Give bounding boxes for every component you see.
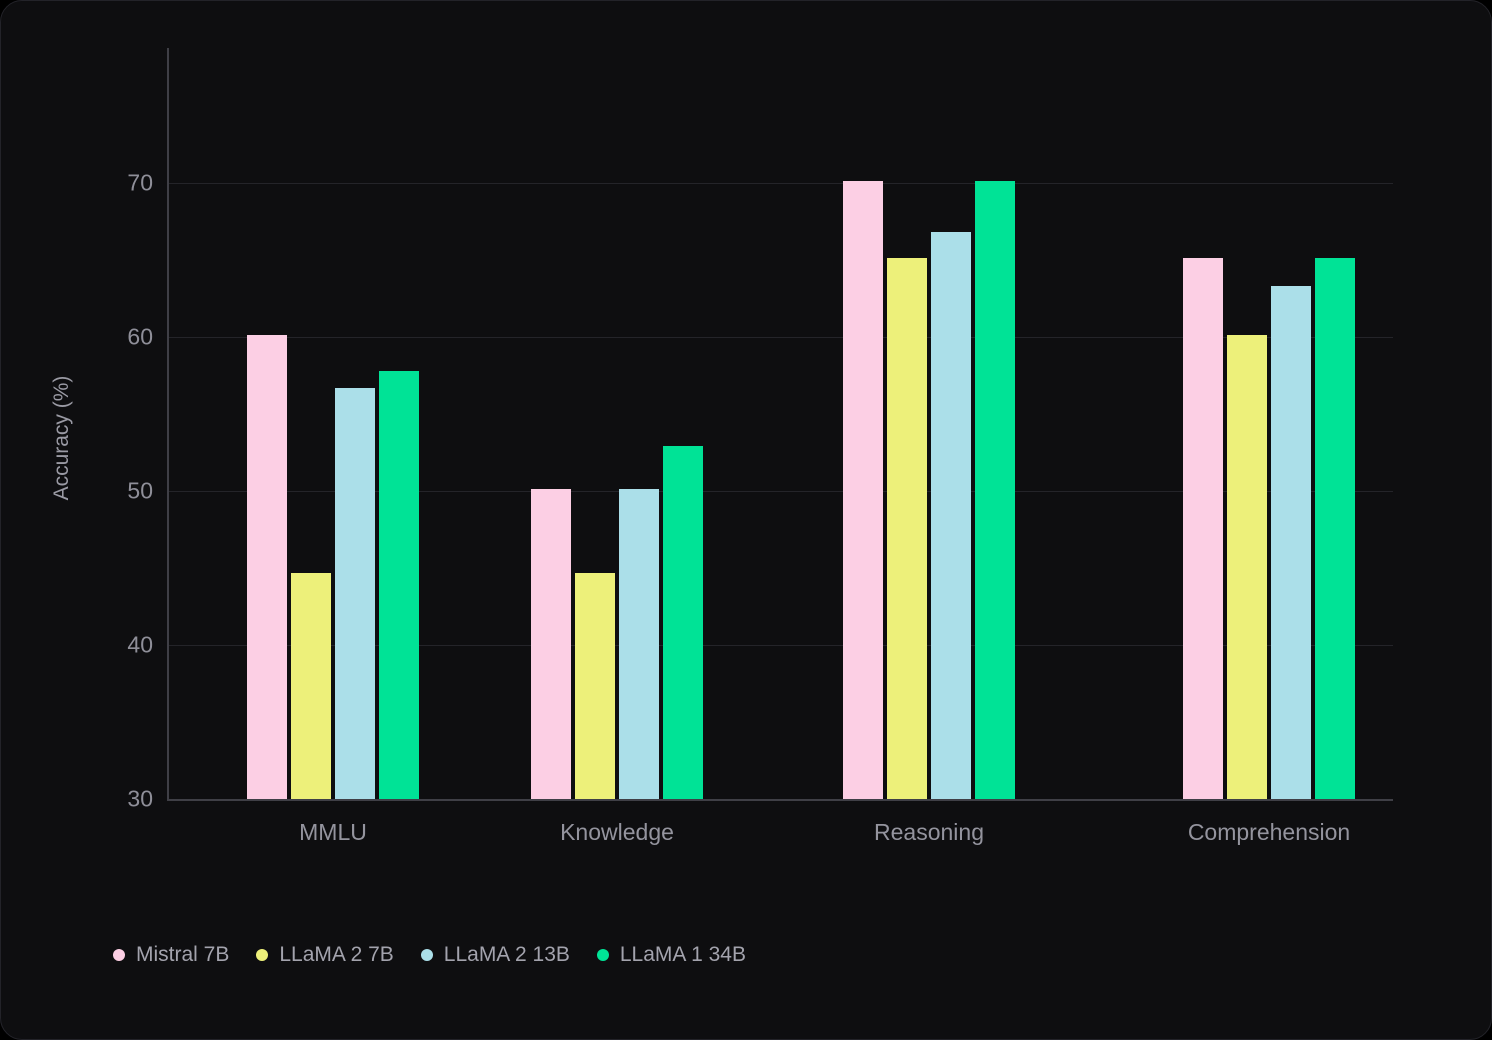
legend: Mistral 7B LLaMA 2 7B LLaMA 2 13B LLaMA 1 3… — [113, 943, 746, 967]
bar-llama-2-13b-reasoning[interactable] — [931, 232, 971, 799]
bar-llama-2-7b-comprehension[interactable] — [1227, 335, 1267, 799]
legend-marker-icon — [596, 949, 609, 961]
bar-mistral-7b-reasoning[interactable] — [843, 181, 883, 799]
legend-label: LLaMA 2 7B — [279, 943, 394, 966]
y-axis-title: Accuracy (%) — [50, 375, 73, 501]
y-tick-label-50: 50 — [127, 477, 153, 504]
bar-llama-2-7b-mmlu[interactable] — [291, 572, 331, 799]
bar-llama-2-13b-mmlu[interactable] — [335, 387, 375, 799]
legend-label: LLaMA 1 34B — [619, 943, 746, 966]
gridline-70 — [168, 183, 1393, 184]
legend-item-llama-1-34b[interactable]: LLaMA 1 34B — [596, 943, 746, 967]
bar-mistral-7b-comprehension[interactable] — [1183, 258, 1223, 799]
y-tick-label-70: 70 — [127, 169, 153, 196]
y-tick-label-60: 60 — [127, 323, 153, 350]
x-axis-line — [167, 799, 1393, 801]
y-tick-label-30: 30 — [127, 785, 153, 812]
legend-item-llama-2-7b[interactable]: LLaMA 2 7B — [256, 943, 394, 967]
gridline-50 — [168, 491, 1393, 492]
bar-llama-2-7b-knowledge[interactable] — [575, 572, 615, 799]
bar-llama-1-34b-mmlu[interactable] — [379, 370, 419, 799]
bar-llama-1-34b-comprehension[interactable] — [1315, 258, 1355, 799]
bar-llama-1-34b-knowledge[interactable] — [663, 446, 703, 799]
gridline-60 — [168, 337, 1393, 338]
legend-item-llama-2-13b[interactable]: LLaMA 2 13B — [420, 943, 570, 967]
bar-mistral-7b-knowledge[interactable] — [531, 489, 571, 799]
y-axis-line — [167, 48, 169, 800]
bar-llama-2-7b-reasoning[interactable] — [887, 258, 927, 799]
legend-marker-icon — [420, 949, 433, 961]
gridline-40 — [168, 645, 1393, 646]
legend-label: Mistral 7B — [136, 943, 230, 966]
x-label-mmlu: MMLU — [299, 819, 367, 845]
y-tick-label-40: 40 — [127, 631, 153, 658]
bar-llama-1-34b-reasoning[interactable] — [975, 181, 1015, 799]
legend-label: LLaMA 2 13B — [443, 943, 570, 966]
legend-item-mistral-7b[interactable]: Mistral 7B — [113, 943, 229, 967]
x-label-comprehension: Comprehension — [1187, 819, 1351, 845]
legend-marker-icon — [256, 949, 269, 961]
bar-llama-2-13b-knowledge[interactable] — [619, 489, 659, 799]
bar-mistral-7b-mmlu[interactable] — [247, 335, 287, 799]
x-label-reasoning: Reasoning — [874, 819, 984, 845]
bar-llama-2-13b-comprehension[interactable] — [1271, 286, 1311, 799]
legend-marker-icon — [113, 949, 125, 961]
x-label-knowledge: Knowledge — [560, 819, 674, 845]
